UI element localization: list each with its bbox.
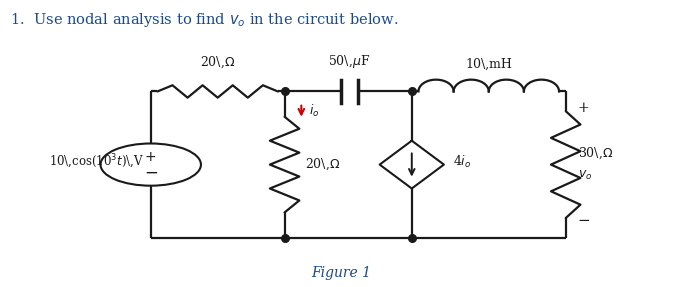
- Text: 30\,$\Omega$: 30\,$\Omega$: [578, 146, 613, 161]
- Text: +: +: [145, 150, 156, 164]
- Text: 4$i_o$: 4$i_o$: [454, 154, 472, 170]
- Text: $v_o$: $v_o$: [578, 169, 592, 183]
- Text: −: −: [144, 164, 158, 181]
- Text: 1.  Use nodal analysis to find $v_o$ in the circuit below.: 1. Use nodal analysis to find $v_o$ in t…: [10, 11, 398, 29]
- Text: Figure 1: Figure 1: [311, 266, 372, 280]
- Text: −: −: [578, 214, 591, 228]
- Text: 50\,$\mu$F: 50\,$\mu$F: [329, 53, 371, 70]
- Text: +: +: [578, 101, 589, 115]
- Text: 20\,$\Omega$: 20\,$\Omega$: [305, 157, 340, 172]
- Text: $i_o$: $i_o$: [309, 103, 320, 119]
- Text: 20\,$\Omega$: 20\,$\Omega$: [200, 55, 235, 70]
- Text: 10\,mH: 10\,mH: [465, 57, 512, 70]
- Text: 10\,cos(10$^3$$t$)\,V: 10\,cos(10$^3$$t$)\,V: [49, 153, 144, 171]
